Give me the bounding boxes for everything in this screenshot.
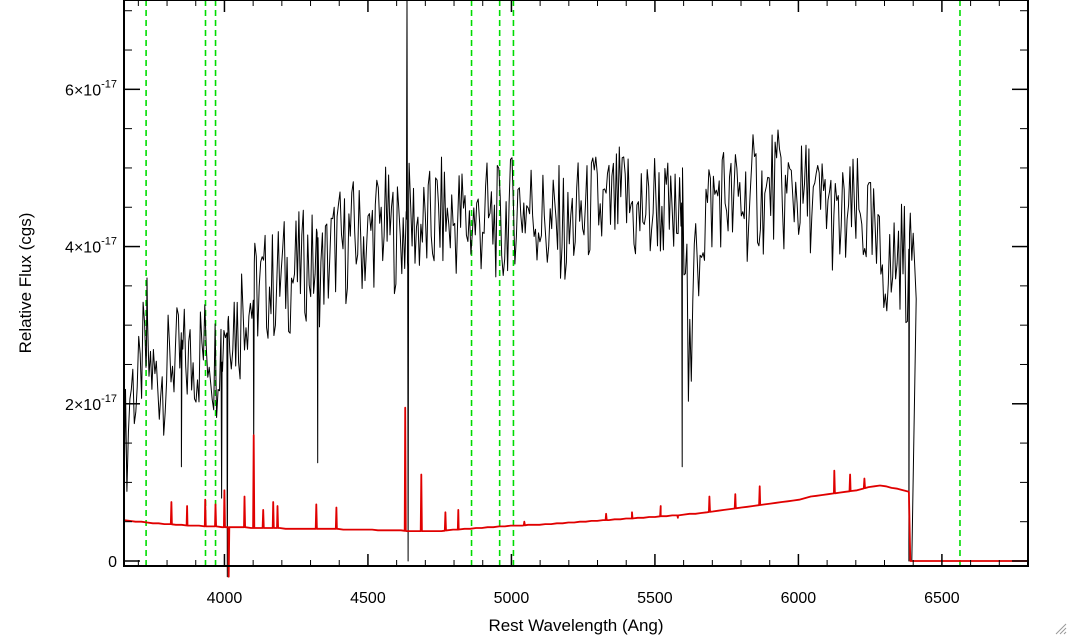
y-tick-label: 0 bbox=[108, 554, 117, 571]
emission-line-markers bbox=[145, 0, 961, 566]
y-tick-label: 6×10-17 bbox=[65, 78, 117, 99]
x-tick-label: 6000 bbox=[781, 590, 817, 607]
plot-frame bbox=[123, 0, 1029, 567]
x-axis-label: Rest Wavelength (Ang) bbox=[488, 616, 663, 635]
spectrum-series bbox=[123, 0, 1028, 578]
series-line-0 bbox=[123, 0, 917, 578]
x-tick-label: 4000 bbox=[207, 590, 243, 607]
series-line-1 bbox=[123, 406, 1028, 578]
y-axis: 0 2×10-17 4×10-17 6×10-17 bbox=[65, 10, 1028, 571]
y-tick-label: 4×10-17 bbox=[65, 236, 117, 257]
x-tick-label: 5500 bbox=[637, 590, 673, 607]
y-tick-label: 2×10-17 bbox=[65, 393, 117, 414]
y-axis-label: Relative Flux (cgs) bbox=[16, 213, 35, 354]
x-tick-label: 5000 bbox=[494, 590, 530, 607]
x-tick-label: 4500 bbox=[350, 590, 386, 607]
x-axis: 4000 4500 5000 5500 6000 6500 bbox=[137, 0, 1029, 607]
resize-grip-icon[interactable] bbox=[1055, 623, 1067, 635]
x-tick-label: 6500 bbox=[924, 590, 960, 607]
